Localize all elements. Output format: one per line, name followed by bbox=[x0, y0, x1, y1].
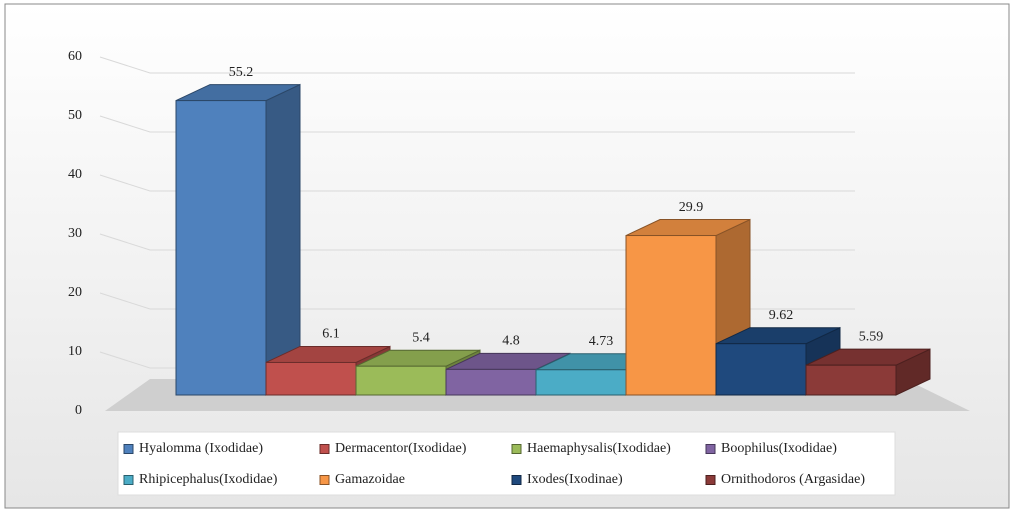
legend-label: Rhipicephalus(Ixodidae) bbox=[139, 472, 278, 487]
bar bbox=[535, 369, 627, 396]
y-tick-label: 0 bbox=[75, 403, 82, 418]
grid-line bbox=[99, 174, 855, 192]
bar bbox=[445, 368, 537, 396]
data-label: 5.4 bbox=[412, 330, 430, 345]
y-tick-label: 60 bbox=[68, 49, 82, 64]
legend-swatch bbox=[705, 475, 716, 485]
data-label: 6.1 bbox=[322, 327, 340, 342]
grid-line bbox=[99, 56, 855, 74]
legend-label: Dermacentor(Ixodidae) bbox=[335, 441, 467, 456]
data-label: 55.2 bbox=[229, 65, 254, 80]
legend-swatch bbox=[319, 475, 330, 485]
bar bbox=[805, 364, 897, 396]
chart-frame bbox=[4, 3, 1010, 509]
y-tick-label: 30 bbox=[68, 226, 82, 241]
data-label: 4.8 bbox=[502, 334, 520, 349]
bar bbox=[625, 235, 717, 396]
legend-label: Ixodes(Ixodinae) bbox=[527, 472, 623, 487]
bar bbox=[715, 343, 807, 396]
grid-line bbox=[99, 233, 855, 251]
grid-line bbox=[99, 292, 855, 310]
legend-swatch bbox=[511, 444, 522, 454]
legend-swatch bbox=[705, 444, 716, 454]
y-tick-label: 20 bbox=[68, 285, 82, 300]
y-tick-label: 10 bbox=[68, 344, 82, 359]
legend-label: Ornithodoros (Argasidae) bbox=[721, 472, 865, 487]
legend-swatch bbox=[123, 475, 134, 485]
bar bbox=[355, 365, 447, 396]
legend-label: Hyalomma (Ixodidae) bbox=[139, 441, 263, 456]
legend-swatch bbox=[123, 444, 134, 454]
data-label: 29.9 bbox=[679, 200, 704, 215]
legend-swatch bbox=[319, 444, 330, 454]
y-tick-label: 50 bbox=[68, 108, 82, 123]
data-label: 5.59 bbox=[859, 329, 884, 344]
bar bbox=[175, 100, 267, 396]
data-label: 4.73 bbox=[589, 334, 614, 349]
legend-label: Gamazoidae bbox=[335, 472, 405, 487]
bar bbox=[265, 361, 357, 396]
legend-box bbox=[117, 431, 896, 496]
legend-label: Haemaphysalis(Ixodidae) bbox=[527, 441, 671, 456]
legend-label: Boophilus(Ixodidae) bbox=[721, 441, 837, 456]
grid-line bbox=[99, 115, 855, 133]
y-tick-label: 40 bbox=[68, 167, 82, 182]
legend-swatch bbox=[511, 475, 522, 485]
data-label: 9.62 bbox=[769, 308, 794, 323]
